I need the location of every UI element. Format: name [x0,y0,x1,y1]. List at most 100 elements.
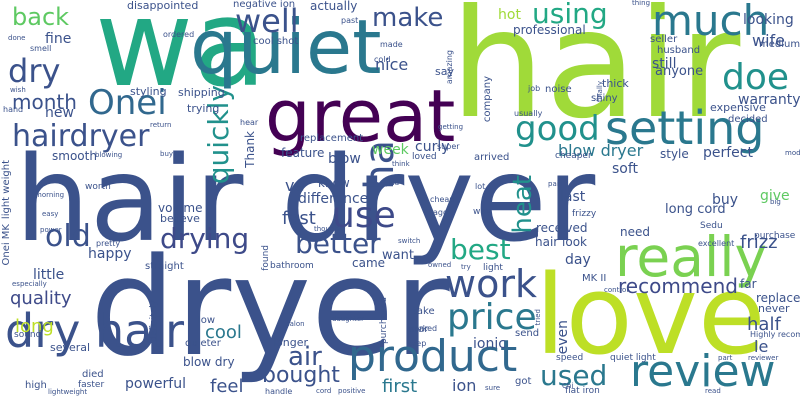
word-lot: lot [475,182,486,191]
word-hear: hear [240,118,259,127]
word-setting: setting [605,101,765,155]
word-part: part [718,354,733,362]
word-easy: easy [42,210,59,218]
word-half: half [747,314,781,335]
word-week: week [372,142,409,158]
word-way: way [473,207,492,217]
word-loved: loved [412,152,437,162]
word-make: make [372,3,444,33]
word-getting: getting [438,123,464,131]
word-even: even [555,320,571,355]
word-morning: morning [35,191,65,199]
word-replacement: replacement [300,133,364,144]
word-seller: seller [650,34,678,45]
word-ve: ve [285,176,305,195]
word-big: big [770,198,781,206]
word-anyone: anyone [655,64,704,79]
word-star: star [409,324,429,335]
word-quiet: quiet [190,3,382,91]
word-long-cord: long cord [665,202,726,217]
word-shipping: shipping [178,86,225,99]
word-salon: salon [286,320,305,328]
word-frizzy: frizzy [572,209,597,219]
word-day: day [565,252,591,268]
word-using: using [532,0,608,30]
word-cool: cool [205,322,242,343]
word-know: know [318,176,350,190]
word-frizz: frizz [740,232,778,253]
word-super: super [437,142,460,151]
word-looking: looking [743,12,794,28]
word-curly: curly [415,139,450,155]
word-straight: straight [145,261,184,272]
word-drying: drying [160,222,250,255]
word-ion: ion [452,376,477,395]
word-disappointed: disappointed [127,0,199,12]
word-still: still [652,56,677,72]
word-warranty: warranty [738,92,800,108]
word-quieter: quieter [185,338,221,349]
word-worth: worth [85,182,111,192]
word-husband: husband [657,45,701,56]
word-good: good [515,109,600,149]
word-job: job [528,84,541,93]
word-came: came [352,256,386,270]
word-dry-hair: dry hair [5,304,184,358]
word-died: died [82,369,104,380]
word-daughter: daughter [332,315,364,323]
word-high: high [25,380,47,391]
word-pretty: pretty [96,239,121,248]
word-well: well [235,2,299,40]
word-want: want [382,248,414,263]
word-fine: fine [45,31,72,47]
word-soft: soft [612,161,639,177]
word-owned: owned [428,261,452,269]
word-hot: hot [498,7,521,23]
word-light: light [483,263,503,273]
word-long: long [15,316,54,337]
word-great: great [265,74,456,158]
word-hair-dryer: hair dryer [15,130,596,268]
word-mk-ii: MK II [582,273,607,284]
word-quality: quality [10,288,72,309]
word-feel: feel [210,376,244,397]
word-longer: longer [273,336,309,349]
word-smooth: smooth [52,149,97,163]
word-replace: replace [756,291,800,305]
word-especially: especially [12,280,47,288]
word-difference: difference [298,191,369,207]
word-ago: ago [433,208,448,217]
word-think: think [392,160,410,168]
word-glad: glad [384,179,400,187]
word-several: several [50,341,91,354]
word-model: model [785,149,800,157]
word-volume: volume [158,201,203,215]
word-speed: speed [556,353,584,363]
word-really: really [615,225,768,289]
word-doe: doe [722,57,790,98]
word-thank: Thank [243,131,257,168]
word-switch: switch [398,237,421,245]
word-thing: thing [632,0,651,7]
word-faster: faster [78,380,105,390]
word-perfect: perfect [703,145,753,161]
word-actually: actually [310,0,358,13]
word-lightweight: lightweight [48,388,88,396]
word-buy: buy [712,192,739,208]
word-done: done [8,34,26,42]
word-little: little [33,267,65,283]
word-excellent: excellent [698,239,735,248]
word-quiet-light: quiet light [610,353,656,363]
word-blow-dryer: blow dryer [558,141,644,160]
word-worked: worked [408,324,438,333]
word-blowing: blowing [95,151,123,159]
word-le: le [754,337,769,356]
word-light-weight: light weight [1,160,12,220]
word-old: old [45,219,91,254]
word-ionic: ionic [473,336,506,352]
word-positive: positive [338,387,366,395]
word-cool-shot: cool shot [253,36,299,47]
word-chi: Chi [562,382,574,390]
word-sure: sure [485,384,501,392]
